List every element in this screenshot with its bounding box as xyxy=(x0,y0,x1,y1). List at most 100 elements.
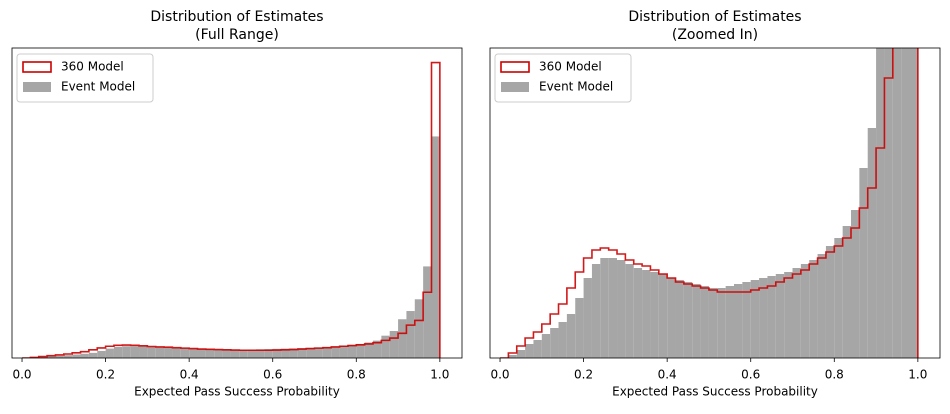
chart-title: Distribution of Estimates xyxy=(150,9,323,25)
panel: Distribution of Estimates (Zoomed In) 0.0 0… xyxy=(490,0,940,399)
bar xyxy=(684,282,692,358)
bar xyxy=(525,344,533,358)
x-tick-label: 0.0 xyxy=(490,368,509,382)
bar xyxy=(759,278,767,358)
bar xyxy=(198,349,206,358)
bar xyxy=(893,0,901,358)
panel: Distribution of Estimates (Full Range) 0.0… xyxy=(12,9,462,399)
bar xyxy=(223,350,231,358)
x-tick-label: 0.2 xyxy=(96,368,115,382)
bar xyxy=(676,280,684,358)
bar xyxy=(348,345,356,358)
bar xyxy=(415,299,423,358)
bar xyxy=(592,264,600,358)
bar xyxy=(431,136,439,358)
bar xyxy=(600,258,608,358)
bar xyxy=(876,28,884,358)
bar xyxy=(390,331,398,358)
x-tick-label: 1.0 xyxy=(908,368,927,382)
x-tick-label: 0.6 xyxy=(741,368,760,382)
x-tick-label: 0.0 xyxy=(12,368,31,382)
bar xyxy=(323,347,331,358)
bar xyxy=(609,258,617,358)
bar xyxy=(164,348,172,358)
bar xyxy=(381,336,389,358)
step-line xyxy=(22,63,440,358)
bar xyxy=(306,348,314,358)
bar xyxy=(139,346,147,358)
bar xyxy=(89,353,97,358)
bar xyxy=(508,355,516,358)
bar xyxy=(122,346,130,358)
bar xyxy=(734,284,742,358)
bar xyxy=(189,349,197,358)
bar xyxy=(634,268,642,358)
bar xyxy=(701,286,709,358)
bar xyxy=(751,280,759,358)
bar xyxy=(909,0,917,358)
bar xyxy=(884,0,892,358)
bar xyxy=(809,260,817,358)
bar xyxy=(340,346,348,358)
bar xyxy=(147,347,155,358)
x-tick-label: 1.0 xyxy=(430,368,449,382)
legend-label: Event Model xyxy=(61,80,135,94)
bar xyxy=(859,168,867,358)
bar xyxy=(365,343,373,359)
bar xyxy=(172,348,180,358)
bar xyxy=(542,334,550,358)
legend-label: 360 Model xyxy=(539,60,602,74)
bar xyxy=(131,346,139,358)
bar xyxy=(567,314,575,358)
bar xyxy=(650,272,658,358)
bar xyxy=(742,282,750,358)
chart-subtitle: (Zoomed In) xyxy=(672,27,758,43)
bar xyxy=(331,346,339,358)
bar xyxy=(81,354,89,358)
bar xyxy=(801,264,809,358)
bar xyxy=(97,351,105,358)
bar xyxy=(776,274,784,358)
bar xyxy=(398,319,406,358)
legend-swatch xyxy=(23,82,51,92)
x-tick-label: 0.8 xyxy=(825,368,844,382)
bar xyxy=(423,266,431,358)
bar xyxy=(356,344,364,358)
legend-label: 360 Model xyxy=(61,60,124,74)
x-axis-label: Expected Pass Success Probability xyxy=(134,385,340,399)
bar xyxy=(851,210,859,358)
chart-subtitle: (Full Range) xyxy=(195,27,279,43)
x-tick-label: 0.6 xyxy=(263,368,282,382)
bar xyxy=(406,311,414,358)
bar xyxy=(843,226,851,358)
chart-title: Distribution of Estimates xyxy=(628,9,801,25)
bar xyxy=(114,347,122,358)
x-axis-label: Expected Pass Success Probability xyxy=(612,385,818,399)
bar xyxy=(214,349,222,358)
bar xyxy=(826,246,834,358)
plot-area xyxy=(22,63,440,358)
bar xyxy=(901,0,909,358)
bar xyxy=(72,354,80,358)
bar xyxy=(767,276,775,358)
x-tick-label: 0.8 xyxy=(347,368,366,382)
bar xyxy=(575,298,583,358)
bar xyxy=(156,347,164,358)
bar xyxy=(692,284,700,358)
bar xyxy=(181,348,189,358)
bar xyxy=(726,286,734,358)
bar xyxy=(818,254,826,358)
bar xyxy=(784,272,792,358)
bar xyxy=(667,278,675,358)
bar xyxy=(517,350,525,358)
bar xyxy=(315,347,323,358)
bar xyxy=(64,355,72,358)
bar xyxy=(642,270,650,358)
bar xyxy=(206,349,214,358)
x-tick-label: 0.4 xyxy=(658,368,677,382)
bar xyxy=(659,274,667,358)
legend-label: Event Model xyxy=(539,80,613,94)
bar xyxy=(533,340,541,358)
bar xyxy=(834,238,842,358)
